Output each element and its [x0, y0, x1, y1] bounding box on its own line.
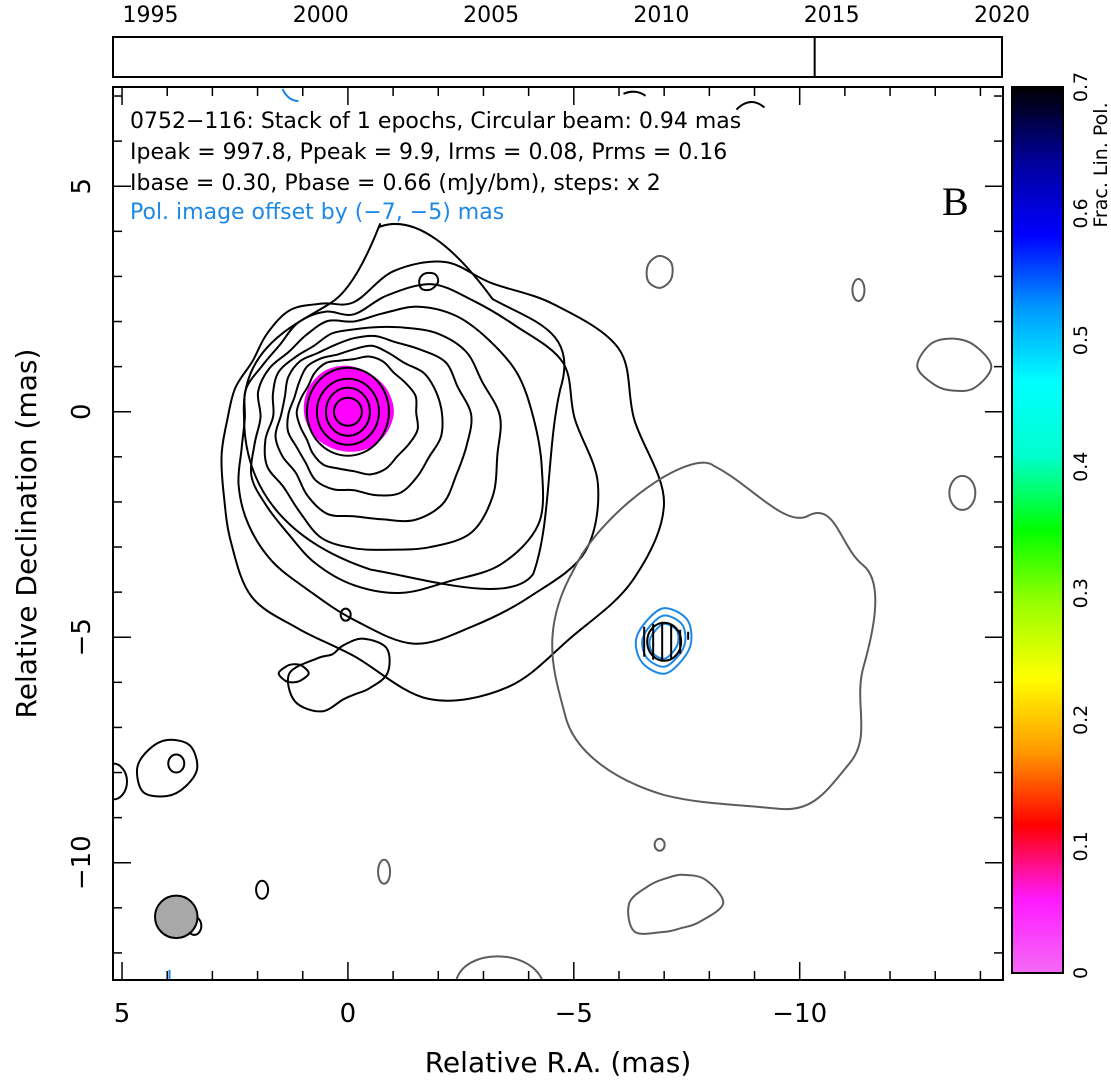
noise-contour — [735, 101, 766, 111]
colorbar-gradient — [1011, 86, 1064, 974]
colorbar-tick-label: 0.6 — [1070, 198, 1092, 228]
timeline-year-label: 2010 — [633, 3, 689, 28]
jet-contour — [295, 355, 419, 476]
noise-contour — [339, 607, 352, 622]
offset-noise-contour — [851, 277, 866, 302]
colorbar-tick-label: 0.2 — [1070, 705, 1092, 735]
noise-contour — [135, 738, 199, 798]
timeline-year-label: 2000 — [293, 3, 349, 28]
offset-image-contour — [551, 461, 877, 811]
panel-letter: B — [942, 179, 969, 224]
polarization-contour — [634, 607, 693, 675]
offset-noise-contour — [948, 474, 977, 511]
timeline-frame — [112, 36, 1003, 78]
annotation-block: 0752−116: Stack of 1 epochs, Circular be… — [130, 109, 969, 225]
annotation-line2: Ipeak = 997.8, Ppeak = 9.9, Irms = 0.08,… — [130, 140, 727, 165]
annotation-offset: Pol. image offset by (−7, −5) mas — [130, 200, 504, 225]
colorbar-tick-label: 0.7 — [1070, 72, 1092, 102]
annotation-line3: Ibase = 0.30, Pbase = 0.66 (mJy/bm), ste… — [130, 171, 661, 196]
noise-contour — [418, 271, 440, 292]
jet-contour — [263, 325, 502, 551]
colorbar-tick-label: 0.3 — [1070, 578, 1092, 608]
jet-contour — [274, 334, 473, 523]
offset-noise-contour — [455, 955, 544, 980]
noise-contour — [167, 753, 186, 774]
core-contour — [324, 386, 371, 437]
x-axis-label: Relative R.A. (mas) — [425, 1046, 692, 1079]
colorbar-tick-label: 0 — [1070, 967, 1092, 979]
colorbar-tick-label: 0.5 — [1070, 325, 1092, 355]
y-axis-label: Relative Declination (mas) — [10, 349, 43, 719]
offset-noise-contour — [627, 873, 725, 935]
y-tick-label: 5 — [67, 178, 97, 195]
y-tick-label: −10 — [67, 835, 97, 890]
axes: 5 0 −5 −10 5 0 −5 −10 Relative R.A. (mas) Relativ… — [10, 87, 1003, 1079]
x-tick-label: −5 — [555, 999, 593, 1029]
jet-contour — [220, 260, 666, 702]
core-contour — [332, 396, 363, 427]
polarization-noise-contour — [281, 88, 299, 102]
x-tick-label: 0 — [340, 999, 357, 1029]
core-contour — [305, 366, 390, 457]
y-tick-label: 0 — [67, 403, 97, 420]
x-tick-label: −10 — [772, 999, 827, 1029]
noise-contour — [255, 879, 270, 900]
x-tick-label: 5 — [114, 999, 131, 1029]
annotation-line1: 0752−116: Stack of 1 epochs, Circular be… — [130, 109, 741, 134]
timeline-year-label: 2005 — [463, 3, 519, 28]
contour-map — [113, 88, 993, 980]
noise-contour — [623, 90, 647, 97]
epoch-timeline: 1995 2000 2005 2010 2015 2020 — [112, 3, 1030, 78]
offset-noise-contour — [916, 337, 993, 392]
jet-contour — [286, 344, 444, 497]
timeline-year-label: 2015 — [804, 3, 860, 28]
y-tick-label: −5 — [67, 618, 97, 656]
offset-noise-contour — [645, 254, 674, 289]
offset-noise-contour — [653, 837, 666, 852]
timeline-year-label: 2020 — [974, 3, 1030, 28]
colorbar-tick-label: 0.1 — [1070, 831, 1092, 861]
colorbar-tick-label: 0.4 — [1070, 452, 1092, 482]
jet-contour-outer — [243, 222, 566, 590]
noise-contour — [277, 663, 310, 684]
jet-contour — [249, 305, 545, 594]
core-contour — [315, 377, 380, 446]
noise-contour — [286, 637, 391, 713]
colorbar-label: Frac. Lin. Pol. — [1090, 102, 1111, 227]
timeline-year-label: 1995 — [122, 3, 178, 28]
polarization-contour — [641, 614, 687, 668]
noise-contour — [113, 762, 128, 801]
beam-ellipse — [154, 894, 199, 940]
offset-noise-contour — [377, 858, 392, 885]
plot-frame — [112, 86, 1004, 981]
